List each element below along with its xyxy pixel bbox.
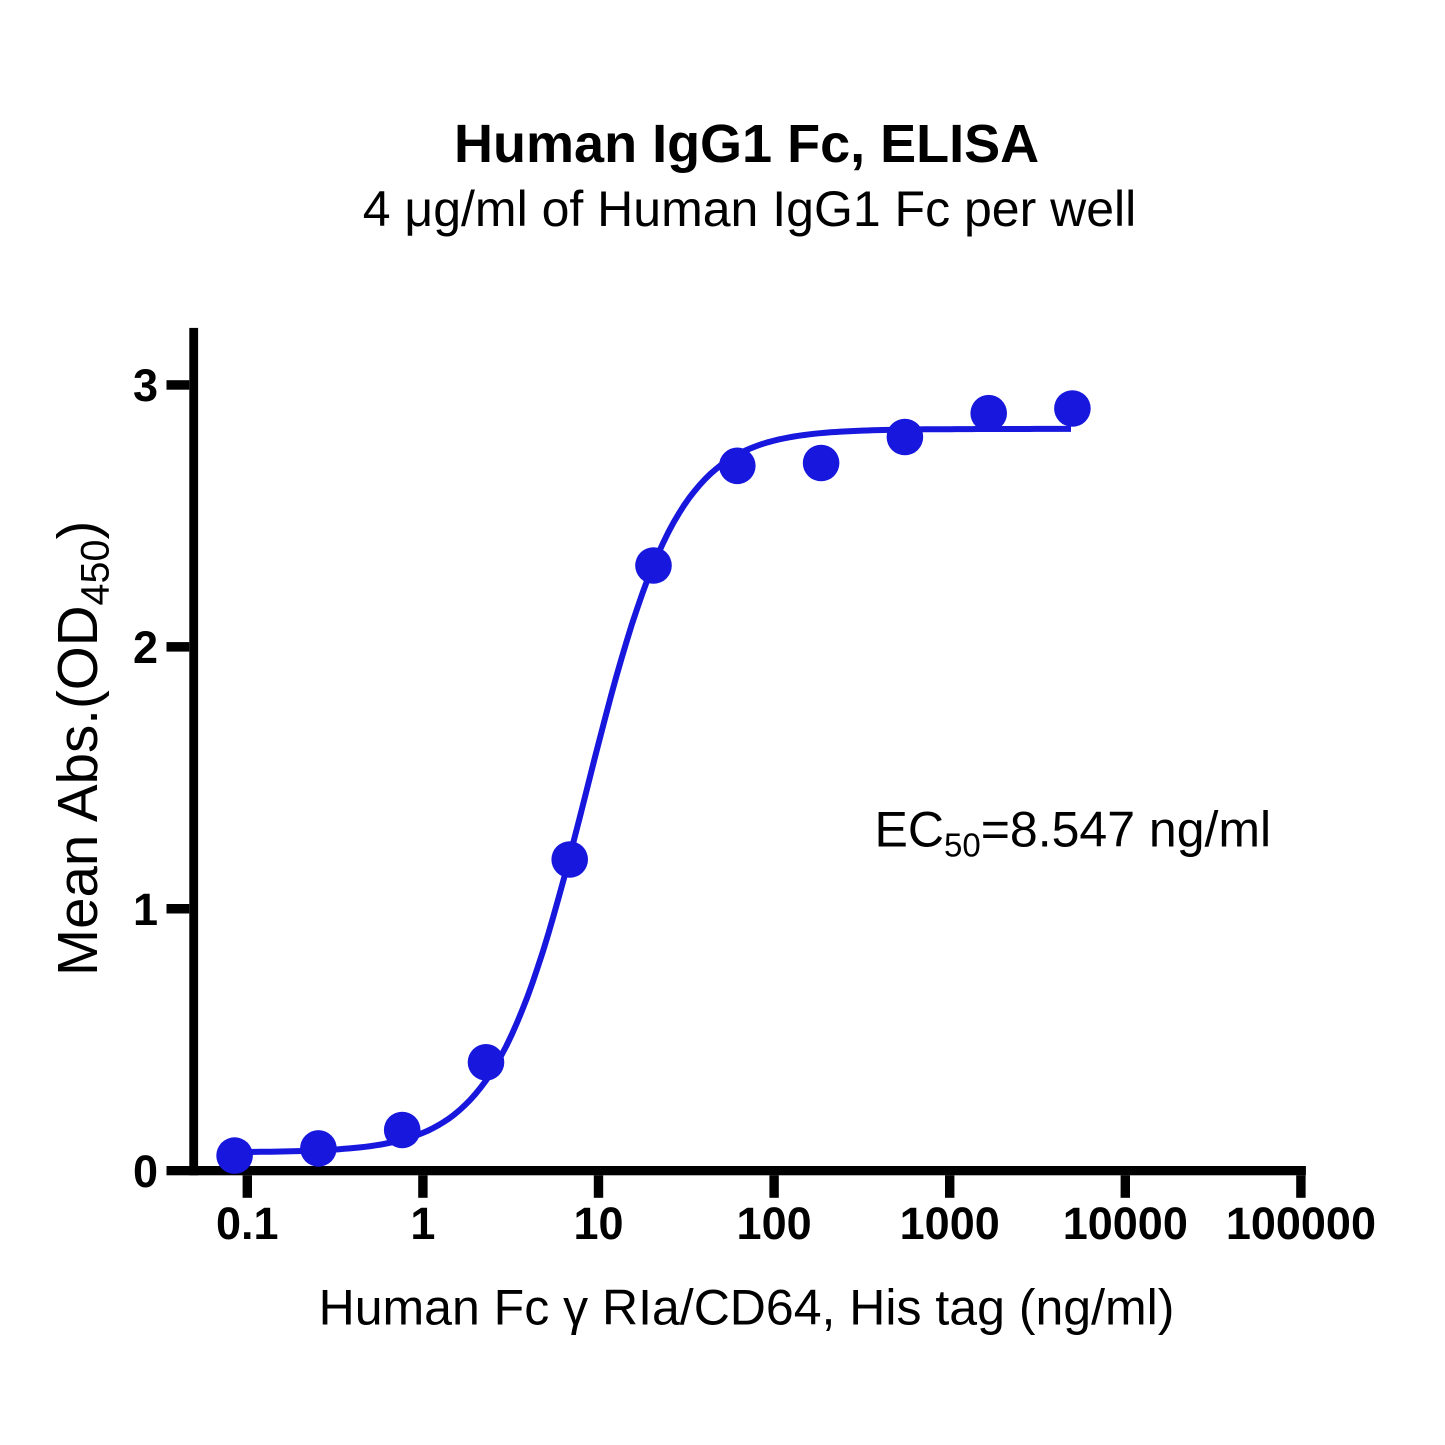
svg-text:Human IgG1 Fc, ELISA: Human IgG1 Fc, ELISA xyxy=(454,114,1039,174)
svg-text:100000: 100000 xyxy=(1226,1198,1376,1249)
svg-text:3: 3 xyxy=(133,360,158,411)
svg-text:4 μg/ml of Human IgG1 Fc per w: 4 μg/ml of Human IgG1 Fc per well xyxy=(363,181,1137,237)
svg-text:2: 2 xyxy=(133,622,158,673)
svg-text:1000: 1000 xyxy=(900,1198,1000,1249)
svg-text:0.1: 0.1 xyxy=(216,1198,279,1249)
svg-text:1: 1 xyxy=(133,884,158,935)
svg-text:Human Fc γ RIa/CD64, His tag (: Human Fc γ RIa/CD64, His tag (ng/ml) xyxy=(319,1280,1175,1336)
svg-text:10000: 10000 xyxy=(1063,1198,1188,1249)
svg-text:1: 1 xyxy=(410,1198,435,1249)
svg-text:0: 0 xyxy=(133,1146,158,1197)
svg-text:EC50=8.547 ng/ml: EC50=8.547 ng/ml xyxy=(875,802,1272,864)
svg-text:10: 10 xyxy=(573,1198,623,1249)
svg-text:100: 100 xyxy=(737,1198,812,1249)
